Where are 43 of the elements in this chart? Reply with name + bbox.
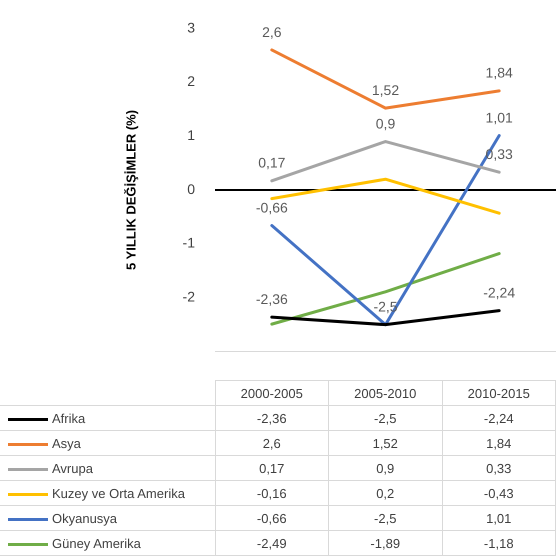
data-label: 0,17 <box>215 456 328 480</box>
data-label: -0,66 <box>215 506 328 530</box>
data-label: 2,6 <box>215 430 328 456</box>
y-tick-label: -1 <box>182 234 196 251</box>
data-label: -2,49 <box>215 530 328 556</box>
data-label: -2,24 <box>442 406 556 430</box>
legend-label: Güney Amerika <box>0 530 215 556</box>
legend-label: Afrika <box>0 406 215 430</box>
data-label: 1,52 <box>328 430 442 456</box>
y-tick-label: 3 <box>187 19 196 36</box>
data-label: -0,43 <box>442 480 556 506</box>
y-tick-label: 1 <box>187 126 196 143</box>
y-axis-title: 5 YILLIK DEĞİŞİMLER (%) <box>123 110 138 270</box>
data-label: -2,36 <box>215 406 328 430</box>
legend-label: Asya <box>0 430 215 456</box>
data-label: -2,5 <box>328 506 442 530</box>
x-tick-label: 2010-2015 <box>442 380 556 406</box>
y-tick-label: -2 <box>182 288 196 305</box>
data-label: 1,84 <box>442 430 556 456</box>
legend-label: Avrupa <box>0 456 215 480</box>
x-tick-label: 2000-2005 <box>215 380 328 406</box>
data-label: 0,9 <box>328 456 442 480</box>
data-label: 1,01 <box>442 506 556 530</box>
y-tick-label: 2 <box>187 73 196 90</box>
annotation: -2,36 <box>256 290 288 307</box>
data-label: 0,33 <box>442 456 556 480</box>
data-label: 0,2 <box>328 480 442 506</box>
annotation: 1,84 <box>486 64 514 81</box>
legend-label: Kuzey ve Orta Amerika <box>0 480 215 506</box>
annotation: 2,6 <box>262 24 282 40</box>
annotation: 1,52 <box>372 82 400 98</box>
data-label: -1,89 <box>328 530 442 556</box>
data-label: -2,5 <box>328 406 442 430</box>
legend-label: Okyanusya <box>0 506 215 530</box>
annotation: -0,66 <box>256 199 288 216</box>
annotation: 1,01 <box>486 109 514 126</box>
annotation: 0,9 <box>376 115 396 132</box>
annotation: -2,24 <box>483 284 516 301</box>
x-tick-label: 2005-2010 <box>328 380 442 406</box>
data-label: -1,18 <box>442 530 556 556</box>
data-label: -0,16 <box>215 480 328 506</box>
annotation: 0,17 <box>258 154 286 171</box>
y-tick-label: 0 <box>187 180 196 197</box>
